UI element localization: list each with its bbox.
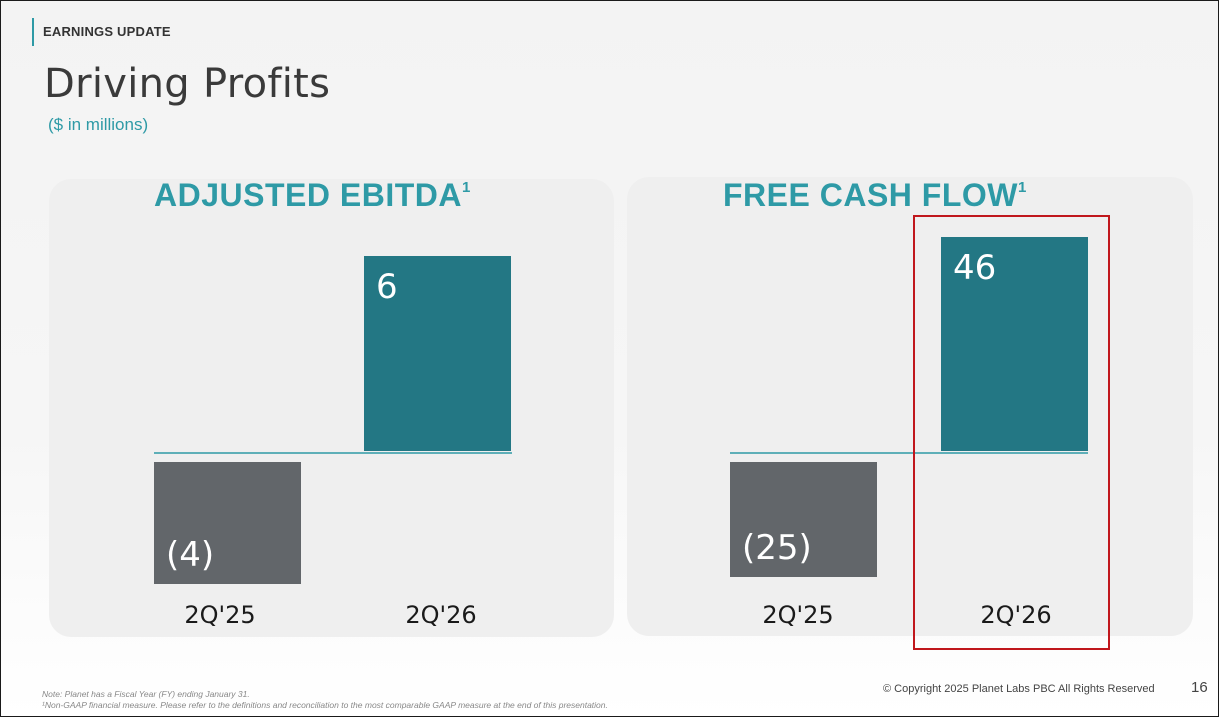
ebitda-category-label-0: 2Q'25 bbox=[184, 601, 255, 629]
footnote-non-gaap: ¹Non-GAAP financial measure. Please refe… bbox=[42, 700, 608, 710]
fcf-bar-0 bbox=[730, 462, 877, 577]
ebitda-chart-title: ADJUSTED EBITDA1 bbox=[154, 177, 471, 214]
fcf-category-label-0: 2Q'25 bbox=[762, 601, 833, 629]
ebitda-bar-0 bbox=[154, 462, 301, 584]
ebitda-bar-1 bbox=[364, 256, 511, 451]
page-number: 16 bbox=[1191, 679, 1208, 696]
page-subtitle: ($ in millions) bbox=[48, 115, 149, 134]
footnote: Note: Planet has a Fiscal Year (FY) endi… bbox=[42, 689, 608, 711]
footnote-fiscal-year: Note: Planet has a Fiscal Year (FY) endi… bbox=[42, 689, 250, 699]
fcf-data-label-1: 46 bbox=[953, 248, 996, 288]
copyright: © Copyright 2025 Planet Labs PBC All Rig… bbox=[883, 683, 1155, 695]
ebitda-data-label-1: 6 bbox=[376, 267, 398, 307]
fcf-category-label-1: 2Q'26 bbox=[980, 601, 1051, 629]
ebitda-title-footnote: 1 bbox=[461, 179, 471, 196]
highlight-box bbox=[913, 215, 1110, 650]
fcf-title-footnote: 1 bbox=[1017, 179, 1027, 196]
ebitda-panel bbox=[49, 179, 614, 637]
ebitda-category-label-1: 2Q'26 bbox=[405, 601, 476, 629]
fcf-bar-1 bbox=[941, 237, 1088, 451]
fcf-panel bbox=[627, 177, 1193, 636]
ebitda-title-text: ADJUSTED EBITDA bbox=[154, 177, 462, 213]
page-title: Driving Profits bbox=[44, 61, 331, 107]
ebitda-data-label-0: (4) bbox=[166, 535, 214, 575]
fcf-title-text: FREE CASH FLOW bbox=[723, 177, 1018, 213]
section-tag: EARNINGS UPDATE bbox=[32, 18, 171, 46]
fcf-data-label-0: (25) bbox=[742, 528, 812, 568]
fcf-chart-title: FREE CASH FLOW1 bbox=[723, 177, 1027, 214]
